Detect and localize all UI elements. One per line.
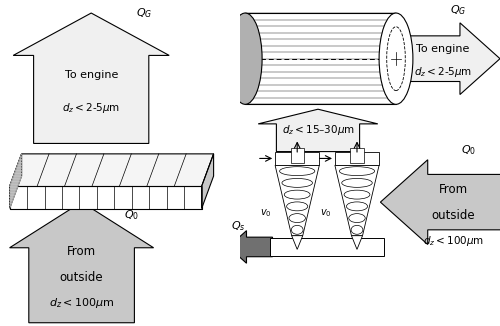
Text: To engine: To engine: [64, 70, 118, 80]
Text: $d_z <100\mu$m: $d_z <100\mu$m: [422, 234, 484, 248]
Bar: [350, 148, 364, 163]
Text: $Q_0$: $Q_0$: [124, 208, 140, 222]
Text: $d_z <100\mu$m: $d_z <100\mu$m: [49, 296, 114, 310]
Ellipse shape: [228, 13, 262, 104]
Ellipse shape: [386, 27, 406, 91]
Text: $d_z <15$–30$\mu$m: $d_z <15$–30$\mu$m: [282, 124, 354, 137]
Text: $m_s$: $m_s$: [318, 241, 336, 253]
Bar: [335, 152, 379, 165]
Bar: [270, 238, 384, 256]
Polygon shape: [380, 160, 500, 244]
Polygon shape: [258, 109, 378, 152]
Bar: [245, 13, 396, 104]
Text: From: From: [438, 183, 468, 196]
Text: outside: outside: [60, 271, 104, 284]
Text: $Q_s$: $Q_s$: [232, 219, 246, 233]
Polygon shape: [10, 154, 22, 209]
Text: To engine: To engine: [416, 44, 470, 54]
Polygon shape: [10, 186, 202, 209]
Text: $v_0$: $v_0$: [260, 207, 272, 219]
Text: $v_0$: $v_0$: [320, 207, 332, 219]
Text: $Q_G$: $Q_G$: [136, 6, 152, 20]
Text: $d_z < 2$-$5\mu$m: $d_z < 2$-$5\mu$m: [62, 101, 120, 114]
Polygon shape: [228, 231, 272, 263]
Polygon shape: [13, 13, 169, 143]
Polygon shape: [352, 236, 362, 249]
Ellipse shape: [379, 13, 413, 104]
Polygon shape: [386, 23, 500, 95]
Text: outside: outside: [432, 209, 475, 222]
Polygon shape: [335, 165, 379, 236]
Text: $d_z < 2$-$5\mu$m: $d_z < 2$-$5\mu$m: [414, 65, 472, 79]
Polygon shape: [292, 236, 302, 249]
Polygon shape: [10, 202, 154, 323]
Bar: [275, 152, 320, 165]
Polygon shape: [202, 154, 213, 209]
Polygon shape: [10, 154, 214, 186]
Polygon shape: [275, 165, 320, 236]
Text: $Q_0$: $Q_0$: [461, 143, 476, 157]
Text: $Q_G$: $Q_G$: [450, 3, 466, 17]
Bar: [290, 148, 304, 163]
Text: From: From: [67, 244, 96, 258]
